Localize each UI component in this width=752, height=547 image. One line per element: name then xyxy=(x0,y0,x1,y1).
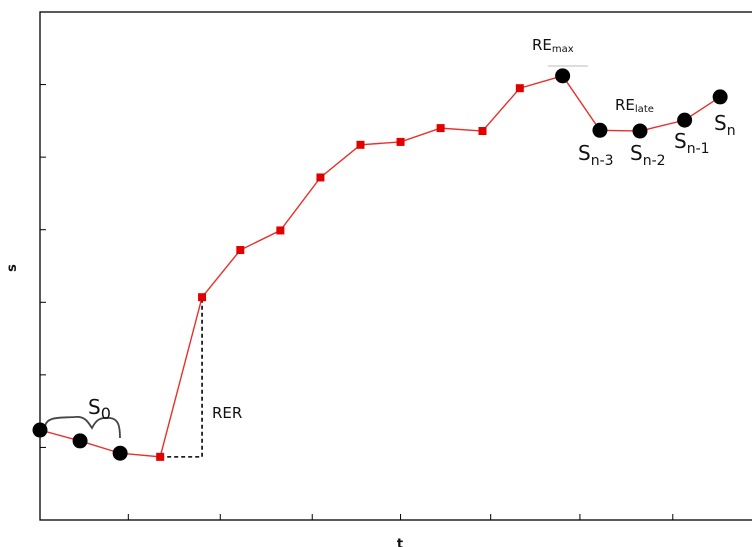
annotation-sub: late xyxy=(635,104,654,115)
annotation-text: S xyxy=(674,129,687,153)
point-circle xyxy=(32,422,48,438)
rer-guide xyxy=(160,297,203,458)
annotation-sub: n-3 xyxy=(591,153,614,169)
point-square xyxy=(276,226,285,235)
annotation-sub: n-1 xyxy=(687,141,710,157)
point-circle xyxy=(555,68,571,84)
point-square xyxy=(156,452,165,461)
s0-brace xyxy=(44,416,121,439)
point-square xyxy=(236,246,245,255)
annotation-sub: max xyxy=(552,44,574,55)
point-square xyxy=(198,293,207,302)
annotation-sub: n-2 xyxy=(643,153,666,169)
y-axis-label: s xyxy=(5,264,20,272)
point-circle xyxy=(72,433,88,449)
annotation: Sn xyxy=(714,111,736,139)
annotation-text: S xyxy=(714,111,727,135)
annotation: Sn-2 xyxy=(630,141,666,169)
point-square xyxy=(436,124,445,133)
annotation-text: RE xyxy=(532,36,552,54)
data-line xyxy=(39,75,721,458)
annotation-text: S xyxy=(578,141,591,165)
annotation: REmax xyxy=(532,36,574,55)
annotation-sub: 0 xyxy=(101,404,111,423)
point-square xyxy=(396,137,405,146)
point-square xyxy=(356,140,365,149)
annotation-sub: n xyxy=(727,123,736,139)
annotation: Sn-3 xyxy=(578,141,614,169)
point-circle xyxy=(112,445,128,461)
annotation-text: RER xyxy=(212,404,242,422)
annotation: RElate xyxy=(615,96,654,115)
point-circle xyxy=(592,122,608,138)
annotation-text: S xyxy=(630,141,643,165)
plot-frame xyxy=(39,11,752,521)
point-circle xyxy=(677,112,693,128)
point-square xyxy=(316,173,325,182)
annotation: RER xyxy=(212,404,242,422)
annotation: Sn-1 xyxy=(674,129,710,157)
point-circle xyxy=(712,89,728,105)
annotation-text: RE xyxy=(615,96,635,114)
point-circle xyxy=(632,123,648,139)
x-axis-label: t xyxy=(397,537,403,547)
annotation: S0 xyxy=(88,395,111,423)
point-square xyxy=(515,84,524,93)
annotation-text: S xyxy=(88,395,101,419)
point-square xyxy=(478,127,487,136)
